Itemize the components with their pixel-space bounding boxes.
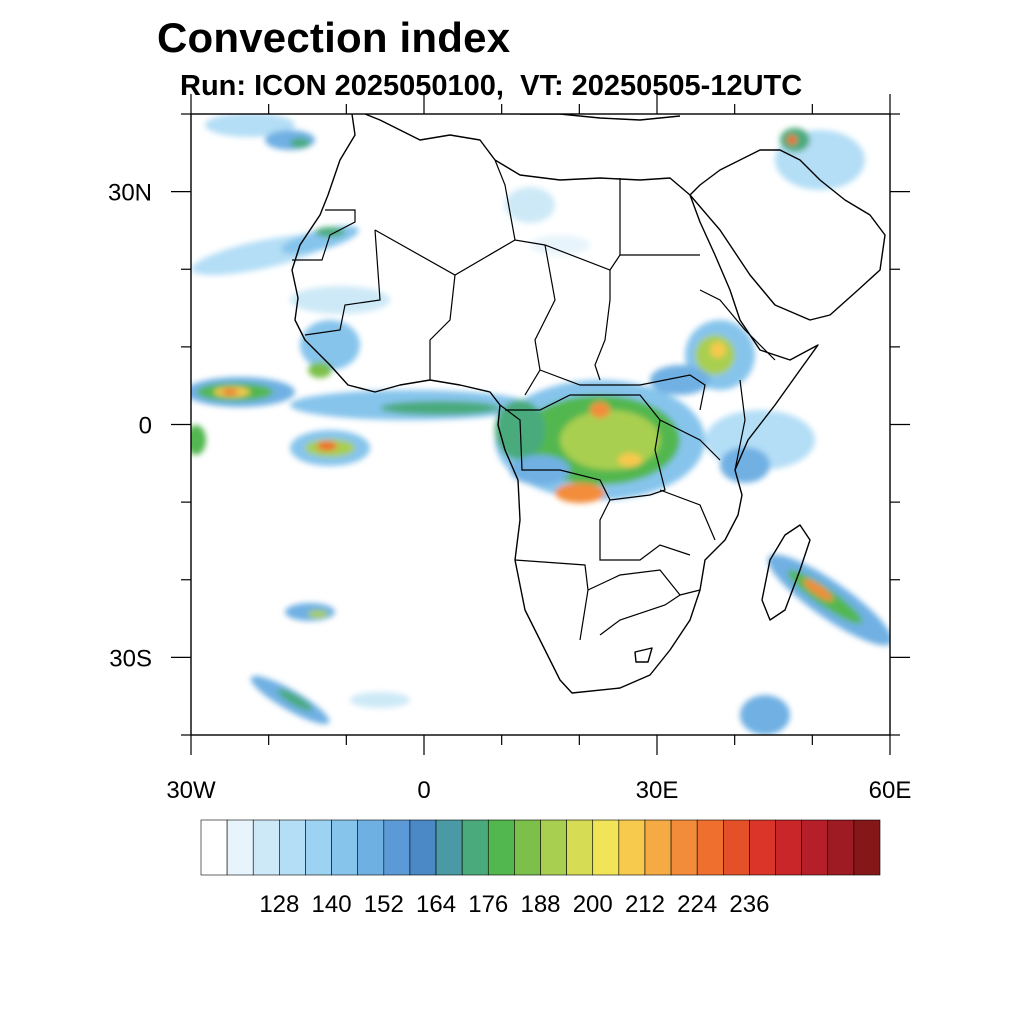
colorbar: 128 140 152 164 176 188 200 212 224 236 xyxy=(200,819,881,918)
colorbar-label: 188 xyxy=(520,891,560,918)
colorbar-label: 212 xyxy=(625,891,665,918)
colorbar-swatch xyxy=(723,819,750,876)
colorbar-label: 176 xyxy=(468,891,508,918)
colorbar-swatch xyxy=(383,819,411,876)
colorbar-swatch xyxy=(670,819,698,876)
colorbar-swatch xyxy=(540,819,567,876)
colorbar-label: 152 xyxy=(364,891,404,918)
colorbar-swatch xyxy=(200,819,228,876)
colorbar-swatch xyxy=(409,819,437,876)
colorbar-label: 140 xyxy=(312,891,352,918)
colorbar-swatch xyxy=(514,819,541,876)
colorbar-swatch xyxy=(696,819,724,876)
colorbar-swatch xyxy=(279,819,306,876)
map-title: Convection index xyxy=(157,14,511,61)
colorbar-label: 164 xyxy=(416,891,456,918)
colorbar-swatch xyxy=(226,819,254,876)
colorbar-swatch xyxy=(305,819,332,876)
y-tick-label: 0 xyxy=(139,413,152,440)
colorbar-swatch xyxy=(801,819,829,876)
x-tick-label: 30W xyxy=(166,777,216,804)
colorbar-swatch xyxy=(435,819,463,876)
colorbar-label: 224 xyxy=(677,891,717,918)
x-tick-label: 0 xyxy=(417,777,430,804)
colorbar-swatch xyxy=(252,819,280,876)
colorbar-swatch xyxy=(749,819,776,876)
colorbar-swatch xyxy=(644,819,672,876)
colorbar-swatch xyxy=(592,819,620,876)
colorbar-swatch xyxy=(618,819,646,876)
colorbar-swatch xyxy=(357,819,385,876)
map-subtitle: Run: ICON 2025050100, VT: 20250505-12UTC xyxy=(180,70,803,102)
colorbar-swatch xyxy=(775,819,802,876)
colorbar-label: 236 xyxy=(729,891,769,918)
y-tick-label: 30N xyxy=(108,180,152,207)
convection-field xyxy=(191,114,890,735)
colorbar-swatch xyxy=(827,819,855,876)
colorbar-swatch xyxy=(853,819,881,876)
colorbar-label: 128 xyxy=(259,891,299,918)
x-tick-label: 30E xyxy=(636,777,679,804)
colorbar-swatch xyxy=(331,819,358,876)
axis-ticks: 30W 0 30E 60E 30N 0 30S xyxy=(108,94,911,804)
colorbar-swatch xyxy=(487,819,515,876)
y-tick-label: 30S xyxy=(109,645,152,672)
country-borders xyxy=(292,159,776,641)
colorbar-swatch xyxy=(566,819,594,876)
colorbar-swatch xyxy=(461,819,489,876)
x-tick-label: 60E xyxy=(869,777,912,804)
colorbar-label: 200 xyxy=(573,891,613,918)
coastlines xyxy=(291,114,886,694)
